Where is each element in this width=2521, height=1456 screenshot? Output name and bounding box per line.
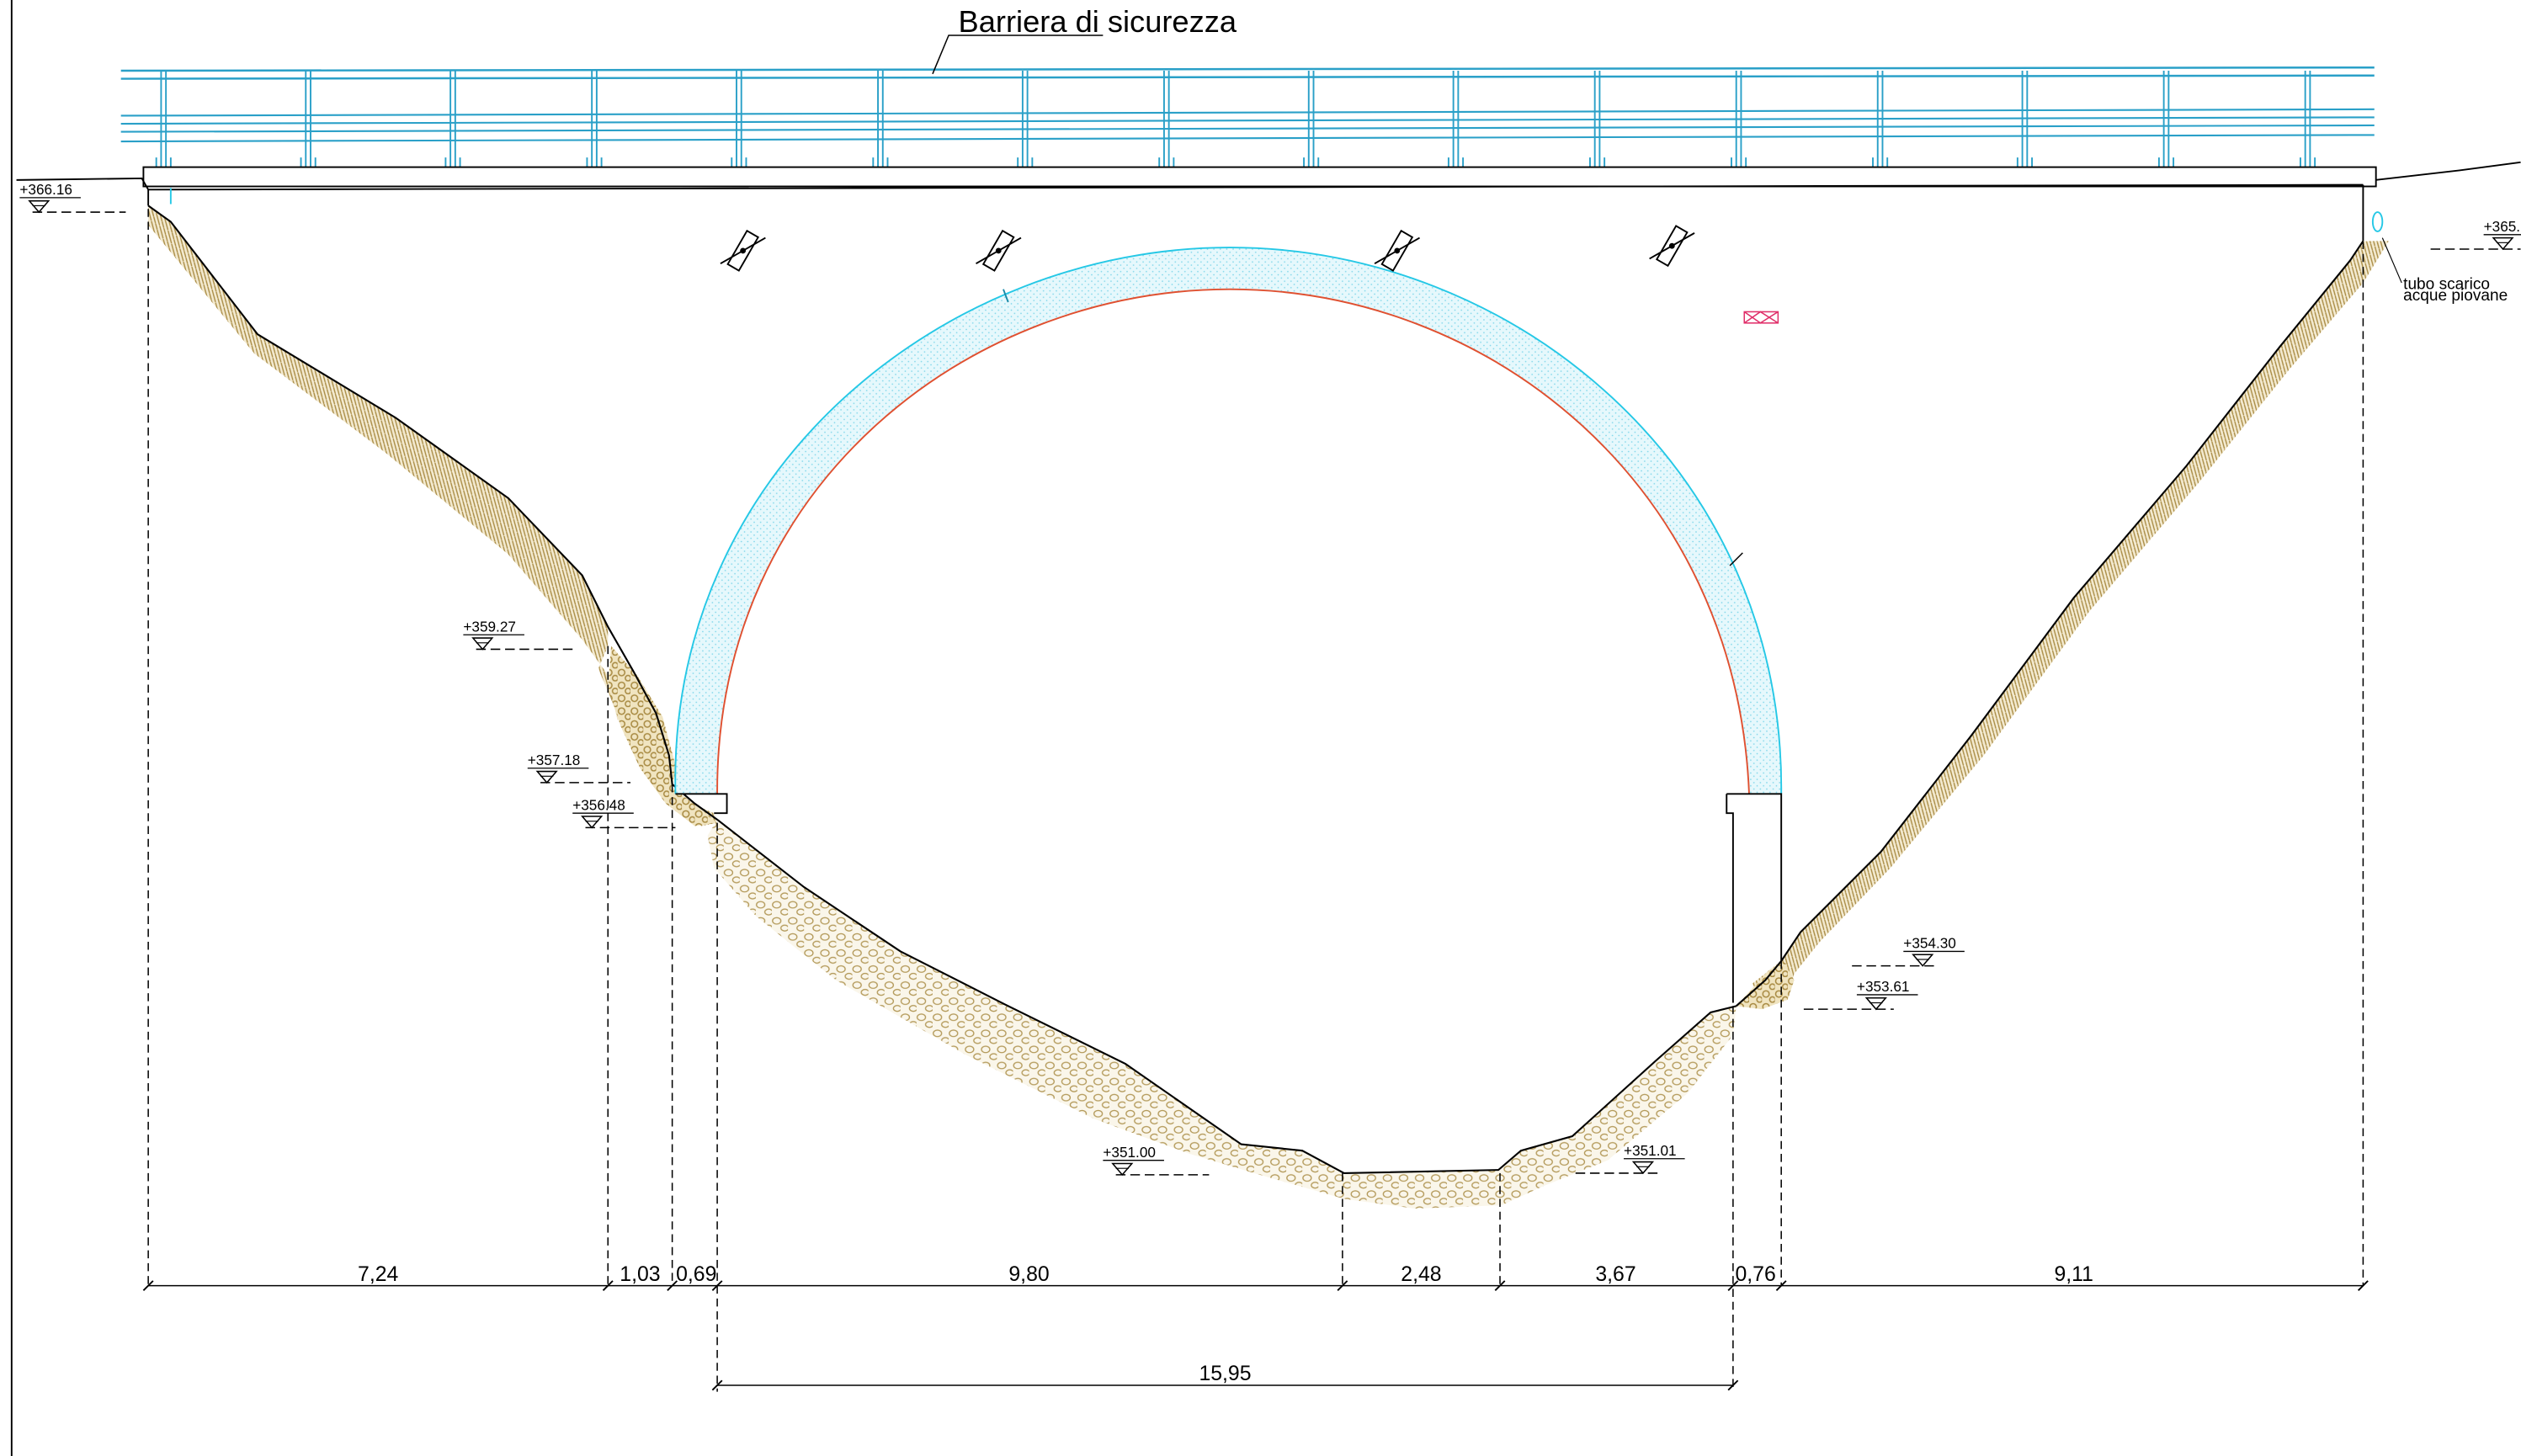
dimension-label: 0,76 (1735, 1263, 1775, 1286)
barrier-post (1303, 71, 1320, 178)
barrier-post (1872, 71, 1889, 178)
drain-pipe-icon (2371, 211, 2384, 232)
deck-bottom-line (148, 183, 2364, 191)
barrier-post (1588, 71, 1606, 178)
elevation-marks: +366.16 +365. +359.27 +357.18 +356.48 +354.30… (19, 181, 2521, 1177)
arch-tick-left (1003, 289, 1009, 303)
barrier-posts (155, 71, 2316, 178)
deck-slab (142, 166, 2377, 188)
dimension-label: 3,67 (1595, 1263, 1635, 1286)
dimension-tick (1494, 1280, 1506, 1291)
elevation-triangle-icon (1111, 1162, 1134, 1177)
barrier-label-leader (932, 35, 1104, 75)
dimension-tick (1727, 1280, 1739, 1291)
elevation-triangle-icon (1912, 954, 1934, 967)
dimension-label: 1,03 (620, 1263, 660, 1286)
dimension-tick (711, 1280, 723, 1291)
arch-extrados (674, 247, 1783, 794)
riverbed-profile (716, 819, 1737, 1174)
dimension-tick (667, 1280, 678, 1291)
drain-label-line1: tubo scarico (2403, 276, 2490, 294)
arch-intrados (716, 288, 1750, 794)
ground-right-top (2375, 161, 2521, 181)
elevation-label: +365. (2484, 218, 2520, 235)
arch-ring (675, 247, 1782, 794)
dimension-tick (711, 1379, 723, 1391)
drain-leader (2381, 237, 2402, 284)
dimension-labels: 7,24 1,03 0,69 9,80 2,48 3,67 0,76 9,11 15,95 (358, 1263, 2093, 1385)
barrier-label: Barriera di sicurezza (959, 4, 1237, 39)
elevation-mark: +353.61 (1803, 978, 1918, 1011)
barrier-post (586, 71, 603, 178)
anchor-marker-icon (720, 229, 766, 272)
elevation-mark: +359.27 (463, 618, 573, 651)
dimension-tick (1727, 1379, 1739, 1391)
anchor-marker-icon (1374, 229, 1421, 272)
dimension-ticks (142, 1280, 2369, 1391)
dimension-label: 0,69 (676, 1263, 716, 1286)
barrier-post (1158, 71, 1175, 178)
extension-lines (147, 209, 2364, 1392)
barrier-post (731, 71, 747, 178)
elevation-mark: +365. (2430, 218, 2521, 251)
dimension-label: 9,80 (1008, 1263, 1049, 1286)
barrier-post (155, 71, 172, 178)
arch-tick-right (1729, 552, 1743, 566)
elevation-label: +357.18 (528, 752, 581, 768)
barrier-post (1017, 71, 1034, 178)
right-rock-patch (1736, 960, 1795, 1010)
elevation-mark: +366.16 (19, 181, 126, 214)
elevation-mark: +351.01 (1575, 1142, 1685, 1175)
left-abutment (675, 793, 728, 815)
anchor-marker-icon (1649, 225, 1695, 268)
barrier-post (444, 71, 461, 178)
elevation-label: +354.30 (1903, 935, 1956, 952)
elevation-label: +353.61 (1857, 978, 1910, 995)
dimension-tick (142, 1280, 154, 1291)
right-embankment-soil (1752, 241, 2389, 1007)
elevation-label: +366.16 (19, 181, 72, 198)
barrier-post (1447, 71, 1465, 178)
anchor-marker-icon (976, 229, 1022, 272)
anchor-markers (720, 225, 1695, 272)
barrier-post (2299, 71, 2316, 178)
dimension-label: 7,24 (358, 1263, 398, 1286)
dimension-label: 9,11 (2054, 1263, 2093, 1286)
elevation-label: +356.48 (572, 796, 625, 813)
elevation-label: +351.00 (1103, 1144, 1156, 1161)
barrier-post (872, 71, 889, 178)
elevation-triangle-icon (28, 199, 51, 214)
elevation-label: +359.27 (463, 618, 516, 635)
elevation-mark: +354.30 (1852, 935, 1965, 967)
dimension-tick (1337, 1280, 1348, 1291)
right-abutment (1726, 793, 1783, 1003)
dimension-tick (602, 1280, 614, 1291)
safety-barrier (120, 66, 2375, 178)
elevation-triangle-icon (1631, 1161, 1655, 1175)
elevation-mark: +356.48 (572, 796, 676, 829)
dimension-tick (1775, 1280, 1787, 1291)
elevation-label: +351.01 (1624, 1142, 1677, 1159)
elevation-triangle-icon (535, 770, 558, 784)
dimension-tick (2358, 1280, 2369, 1291)
barrier-post (1731, 71, 1747, 178)
elevation-triangle-icon (1864, 997, 1887, 1011)
ground-left-top (16, 177, 149, 190)
drain-label-line2: acque piovane (2403, 287, 2508, 305)
barrier-post (300, 71, 316, 178)
riverbed-gravel (707, 819, 1737, 1209)
left-embankment-soil (148, 205, 718, 826)
elevation-triangle-icon (471, 637, 494, 651)
elevation-triangle-icon (581, 816, 604, 829)
right-ground-profile (1736, 240, 2364, 1007)
elevation-triangle-icon (2492, 236, 2514, 251)
dimension-label: 2,48 (1401, 1263, 1441, 1286)
elevation-mark: +357.18 (527, 752, 630, 784)
red-marker-icon (1743, 311, 1779, 324)
elevation-mark: +351.00 (1103, 1144, 1210, 1177)
barrier-post (2157, 71, 2175, 178)
barrier-post (2016, 71, 2034, 178)
dimension-label: 15,95 (1199, 1363, 1251, 1385)
